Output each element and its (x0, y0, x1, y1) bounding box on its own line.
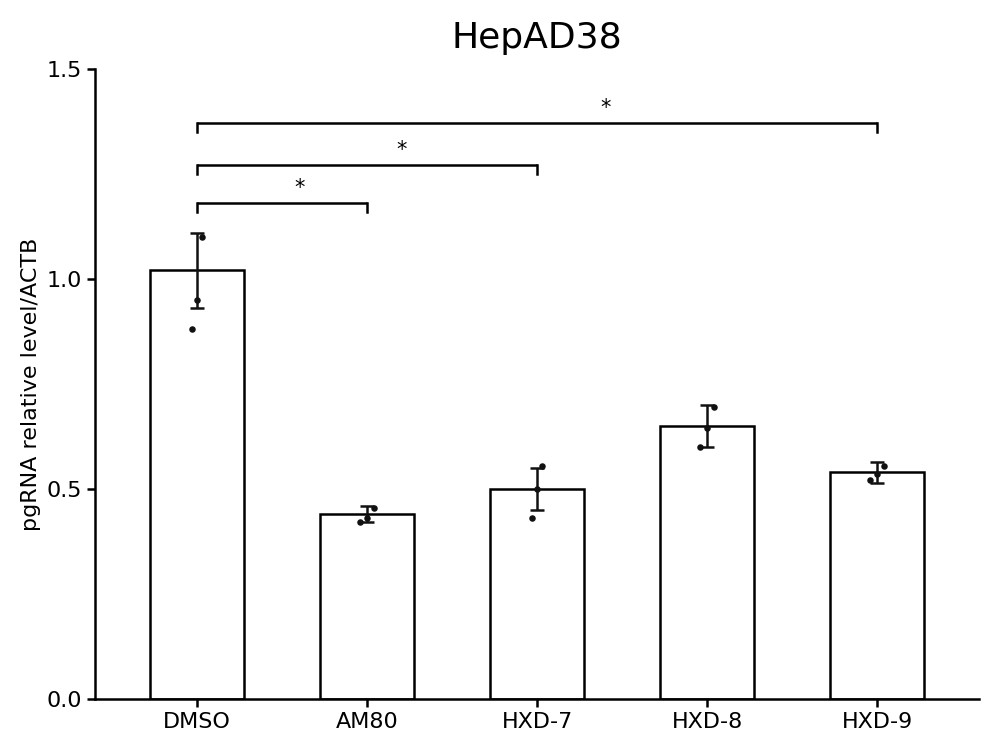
Bar (320, 514, 414, 699)
Point (876, 460, 892, 472)
Bar (490, 489, 584, 699)
Point (534, 460, 550, 472)
Point (862, 474, 878, 486)
Point (529, 483, 545, 495)
Title: HepAD38: HepAD38 (452, 21, 622, 55)
Bar (830, 472, 924, 699)
Text: *: * (396, 140, 406, 160)
Point (184, 323, 200, 335)
Point (524, 512, 540, 524)
Text: *: * (294, 178, 304, 198)
Point (869, 468, 885, 480)
Bar (660, 426, 754, 699)
Point (352, 517, 368, 529)
Point (366, 501, 382, 514)
Point (194, 230, 210, 242)
Point (699, 422, 715, 434)
Bar (150, 270, 244, 699)
Point (359, 512, 375, 524)
Point (706, 401, 722, 413)
Text: *: * (600, 98, 610, 118)
Point (692, 441, 708, 453)
Y-axis label: pgRNA relative level/ACTB: pgRNA relative level/ACTB (21, 237, 41, 531)
Point (189, 294, 205, 306)
